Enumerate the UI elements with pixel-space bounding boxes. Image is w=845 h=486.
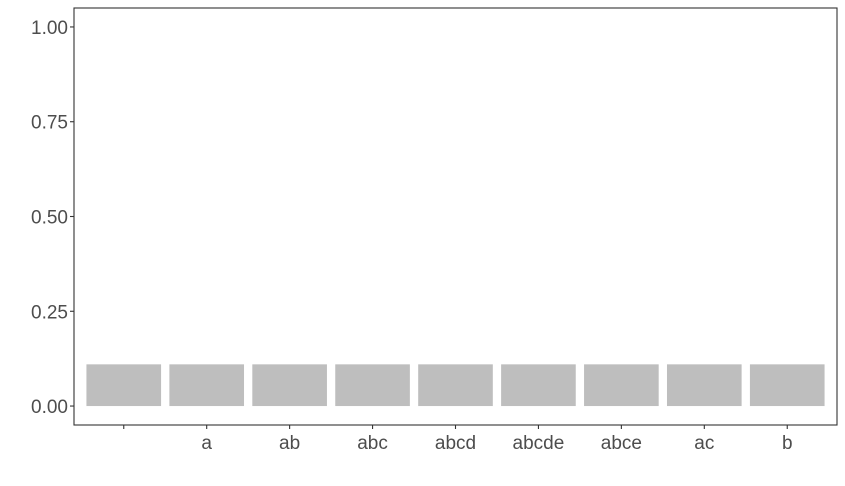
bar-ac [666,364,742,407]
y-tick-label: 0.25 [31,302,68,323]
y-tick-label: 0.75 [31,113,68,134]
x-tick-label: abcd [435,433,476,454]
y-tick-label: 0.50 [31,208,68,229]
x-tick-label: a [201,433,212,454]
x-tick-label: b [782,433,793,454]
bar-abcd [418,364,493,407]
bar-blank [86,364,162,407]
bar-a [169,364,245,407]
bar-ab [252,364,327,407]
bars-layer [86,364,825,407]
plot-panel [73,7,838,426]
bar-b [749,364,825,407]
bar-abce [584,364,659,407]
x-tick-label: abce [601,433,642,454]
y-tick-label: 0.00 [31,397,68,418]
x-axis: a ab abc abcd abcde abce ac b [123,425,793,454]
bar-abcde [501,364,576,407]
x-tick-label: ab [279,433,300,454]
x-tick-label: abc [357,433,388,454]
y-axis: 0.00 0.25 0.50 0.75 1.00 [31,18,74,418]
x-tick-label: abcde [513,433,565,454]
bar-abc [335,364,410,407]
y-tick-label: 1.00 [31,18,68,39]
x-tick-label: ac [694,433,714,454]
